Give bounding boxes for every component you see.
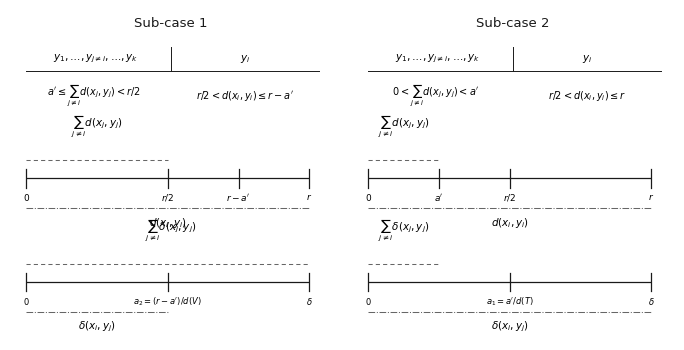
Text: $0$: $0$ (365, 192, 372, 203)
Text: $y_1, \ldots, y_{j\neq i}, \ldots, y_k$: $y_1, \ldots, y_{j\neq i}, \ldots, y_k$ (395, 52, 480, 65)
Text: $\sum_{j\neq i} \delta(x_j, y_j)$: $\sum_{j\neq i} \delta(x_j, y_j)$ (378, 218, 430, 244)
Text: $\sum_{j\neq i} d(x_j, y_j)$: $\sum_{j\neq i} d(x_j, y_j)$ (378, 114, 430, 140)
Text: $y_i$: $y_i$ (582, 53, 592, 65)
Text: Sub-case 1: Sub-case 1 (134, 17, 208, 30)
Text: $d(x_i, y_i)$: $d(x_i, y_i)$ (491, 216, 529, 230)
Text: $y_1, \ldots, y_{j\neq i}, \ldots, y_k$: $y_1, \ldots, y_{j\neq i}, \ldots, y_k$ (53, 52, 138, 65)
Text: $a_1 = a'/d(T)$: $a_1 = a'/d(T)$ (486, 296, 534, 308)
Text: $r-a'$: $r-a'$ (226, 192, 251, 203)
Text: $a' \leq \sum_{j\neq i} d(x_j, y_j) < r/2$: $a' \leq \sum_{j\neq i} d(x_j, y_j) < r/… (47, 83, 141, 109)
Text: $\delta(x_i, y_j)$: $\delta(x_i, y_j)$ (491, 320, 529, 334)
Text: $r/2$: $r/2$ (503, 192, 516, 203)
Text: $r/2 < d(x_i, y_i) \leq r$: $r/2 < d(x_i, y_i) \leq r$ (548, 89, 626, 103)
Text: $\delta(x_i, y_j)$: $\delta(x_i, y_j)$ (78, 320, 116, 334)
Text: $a'$: $a'$ (434, 192, 444, 203)
Text: $r$: $r$ (306, 192, 313, 202)
Text: $0$: $0$ (23, 192, 30, 203)
Text: $r/2$: $r/2$ (161, 192, 174, 203)
Text: $\delta$: $\delta$ (306, 296, 313, 307)
Text: $\sum_{j\neq i} d(x_j, y_j)$: $\sum_{j\neq i} d(x_j, y_j)$ (71, 114, 123, 140)
Text: $d(x_i, y_i)$: $d(x_i, y_i)$ (149, 216, 187, 230)
Text: $\delta$: $\delta$ (648, 296, 655, 307)
Text: $y_i$: $y_i$ (240, 53, 250, 65)
Text: $0$: $0$ (365, 296, 371, 307)
Text: $r/2 < d(x_i, y_i) \leq r - a'$: $r/2 < d(x_i, y_i) \leq r - a'$ (196, 89, 294, 103)
Text: Sub-case 2: Sub-case 2 (476, 17, 550, 30)
Text: $\sum_{j\neq i} \delta(x_j, y_j)$: $\sum_{j\neq i} \delta(x_j, y_j)$ (145, 218, 197, 244)
Text: $r$: $r$ (648, 192, 655, 202)
Text: $0 < \sum_{j\neq i} d(x_j, y_j) < a'$: $0 < \sum_{j\neq i} d(x_j, y_j) < a'$ (392, 83, 479, 109)
Text: $0$: $0$ (23, 296, 29, 307)
Text: $a_2 = (r-a')/d(V)$: $a_2 = (r-a')/d(V)$ (133, 296, 202, 308)
